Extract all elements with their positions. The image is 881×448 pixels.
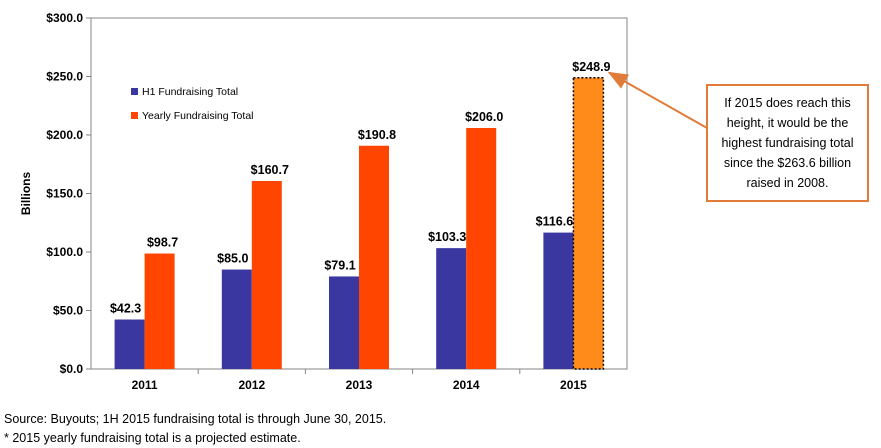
bar-yearly (466, 127, 497, 369)
bar-chart: $0.0 $50.0 $100.0 $150.0 $200.0 $250.0 $300.0 B… (19, 11, 708, 392)
annotation-line: since the $263.6 billion (723, 156, 852, 170)
data-label-h1: $103.3 (428, 230, 466, 244)
bar-h1 (221, 269, 252, 369)
y-tick-label: $50.0 (53, 304, 83, 318)
annotation-line: If 2015 does reach this (724, 96, 851, 110)
legend-swatch-yearly (131, 112, 138, 119)
chart-area: $0.0 $50.0 $100.0 $150.0 $200.0 $250.0 $300.0 B… (19, 11, 708, 392)
annotation-line: height, it would be the (726, 116, 849, 130)
data-label-yearly: $190.8 (358, 128, 396, 142)
y-tick-label: $0.0 (60, 362, 84, 376)
projection-note: * 2015 yearly fundraising total is a pro… (4, 431, 301, 445)
footnotes: Source: Buyouts; 1H 2015 fundraising tot… (4, 410, 386, 448)
data-label-yearly: $160.7 (251, 163, 289, 177)
legend-label-h1: H1 Fundraising Total (142, 86, 238, 98)
y-tick-label: $300.0 (46, 11, 83, 25)
y-tick-label: $100.0 (46, 245, 83, 259)
y-tick-label: $150.0 (46, 187, 83, 201)
bar-h1 (543, 232, 574, 369)
annotation-callout: If 2015 does reach this height, it would… (706, 84, 869, 202)
y-tick-label: $250.0 (46, 70, 83, 84)
annotation-line: highest fundraising total (721, 136, 854, 150)
bar-h1 (436, 248, 467, 369)
y-axis-title: Billions (19, 172, 33, 216)
x-tick-label: 2012 (238, 378, 265, 392)
legend-swatch-h1 (131, 88, 138, 95)
data-label-h1: $79.1 (324, 258, 355, 272)
bar-yearly (251, 180, 282, 369)
x-tick-label: 2011 (132, 378, 158, 392)
data-label-yearly: $248.9 (572, 60, 610, 74)
data-label-h1: $85.0 (217, 252, 248, 266)
x-tick-label: 2014 (453, 378, 480, 392)
bar-h1 (114, 319, 145, 369)
annotation-line: raised in 2008. (746, 176, 829, 190)
bar-yearly (359, 145, 389, 369)
y-tick-label: $200.0 (46, 128, 83, 142)
x-tick-label: 2015 (560, 378, 587, 392)
legend-label-yearly: Yearly Fundraising Total (142, 110, 254, 122)
bar-yearly-projected (572, 77, 605, 370)
source-note: Source: Buyouts; 1H 2015 fundraising tot… (4, 412, 387, 426)
data-label-yearly: $98.7 (147, 236, 178, 250)
bar-h1 (329, 276, 359, 369)
bar-yearly (144, 253, 175, 369)
data-label-h1: $116.6 (536, 215, 574, 229)
x-tick-label: 2013 (346, 378, 373, 392)
data-label-yearly: $206.0 (465, 110, 503, 124)
callout-arrow (607, 71, 708, 129)
data-label-h1: $42.3 (110, 302, 141, 316)
